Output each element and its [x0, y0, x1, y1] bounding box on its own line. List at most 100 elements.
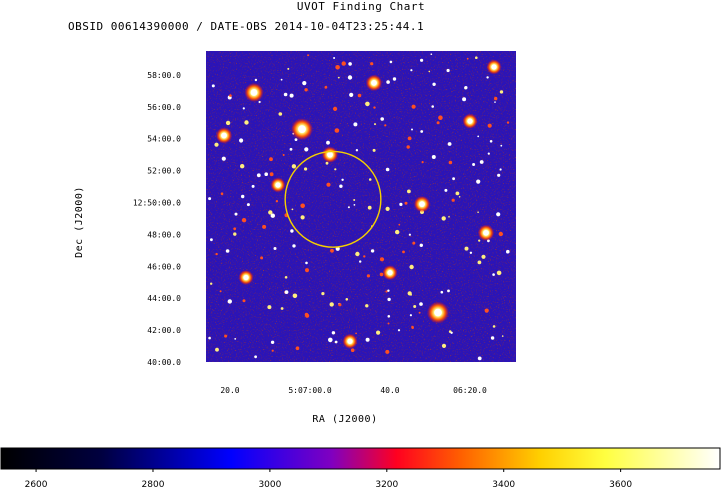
colorbar-tick-label: 2600 — [25, 480, 48, 489]
faint-source — [304, 312, 309, 317]
faint-source — [304, 147, 309, 152]
x-tick-label: 20.0 — [220, 386, 239, 395]
faint-source — [490, 336, 495, 340]
y-tick-label: 12:50:00.0 — [133, 199, 181, 208]
faint-source — [233, 227, 237, 231]
faint-sources — [208, 53, 510, 361]
faint-source — [420, 58, 424, 62]
faint-source — [338, 303, 342, 307]
faint-source — [287, 67, 290, 70]
y-tick-label: 58:00.0 — [147, 71, 181, 80]
x-tick-label: 06:20.0 — [453, 386, 487, 395]
faint-source — [305, 268, 309, 273]
faint-source — [355, 149, 359, 152]
faint-source — [335, 65, 340, 70]
faint-source — [481, 254, 486, 259]
faint-source — [441, 343, 447, 348]
faint-source — [469, 251, 473, 254]
bright-source-core — [221, 132, 227, 139]
faint-source — [477, 356, 482, 361]
bright-source-core — [483, 229, 489, 236]
faint-source — [397, 329, 401, 332]
bright-source-core — [387, 270, 393, 276]
bright-source-core — [371, 80, 377, 86]
faint-source — [428, 70, 431, 73]
bright-source-core — [491, 64, 497, 70]
faint-source — [234, 338, 237, 340]
faint-source — [326, 140, 330, 145]
faint-source — [389, 60, 393, 64]
faint-source — [215, 347, 219, 352]
faint-source — [229, 94, 232, 97]
bright-source-core — [250, 89, 258, 96]
faint-source — [380, 117, 385, 121]
faint-source — [444, 188, 448, 192]
faint-source — [333, 106, 338, 111]
faint-source — [366, 274, 370, 278]
y-tick-label: 44:00.0 — [147, 294, 181, 303]
faint-source — [328, 337, 333, 343]
faint-source — [345, 298, 349, 301]
faint-source — [494, 101, 496, 103]
y-tick-label: 52:00.0 — [147, 167, 181, 176]
faint-source — [324, 85, 328, 89]
faint-source — [477, 211, 479, 213]
faint-source — [498, 231, 503, 237]
faint-source — [496, 212, 501, 217]
faint-source — [499, 168, 502, 171]
bright-source-core — [467, 118, 473, 124]
faint-source — [355, 251, 360, 257]
faint-source — [208, 197, 212, 201]
faint-source — [258, 100, 261, 104]
faint-source — [419, 302, 423, 306]
faint-source — [373, 106, 376, 109]
faint-source — [370, 62, 374, 66]
faint-source — [219, 290, 222, 293]
faint-source — [353, 204, 356, 206]
faint-source — [376, 330, 381, 335]
faint-source — [455, 191, 460, 196]
faint-source — [411, 326, 414, 330]
faint-source — [348, 62, 352, 66]
faint-source — [438, 115, 443, 120]
faint-source — [385, 167, 390, 172]
faint-source — [321, 292, 325, 296]
faint-source — [208, 336, 211, 340]
faint-source — [292, 244, 296, 248]
faint-source — [294, 138, 298, 142]
faint-source — [492, 325, 496, 328]
faint-source — [305, 261, 308, 265]
faint-source — [432, 82, 436, 87]
faint-source — [224, 334, 228, 338]
faint-source — [246, 203, 250, 207]
faint-source — [283, 92, 288, 97]
faint-source — [448, 160, 453, 165]
faint-source — [484, 308, 489, 313]
faint-source — [289, 147, 293, 151]
faint-source — [387, 289, 390, 292]
faint-source — [411, 104, 416, 109]
faint-source — [407, 136, 412, 141]
faint-source — [260, 256, 264, 260]
faint-source — [387, 322, 390, 325]
faint-source — [244, 120, 249, 125]
faint-source — [372, 148, 376, 152]
faint-source — [349, 92, 354, 97]
faint-source — [462, 97, 467, 102]
colorbar-tick-label: 3600 — [609, 480, 632, 489]
faint-source — [233, 232, 237, 236]
faint-source — [506, 121, 510, 124]
faint-source — [392, 77, 397, 81]
faint-source — [262, 224, 267, 229]
faint-source — [278, 112, 283, 116]
faint-source — [379, 257, 385, 262]
faint-source — [326, 182, 331, 187]
faint-source — [210, 282, 213, 285]
faint-source — [436, 121, 440, 125]
faint-source — [374, 123, 376, 126]
faint-source — [466, 57, 469, 60]
faint-source — [291, 208, 294, 211]
faint-source — [367, 205, 372, 210]
faint-source — [494, 96, 498, 101]
faint-source — [341, 61, 346, 66]
